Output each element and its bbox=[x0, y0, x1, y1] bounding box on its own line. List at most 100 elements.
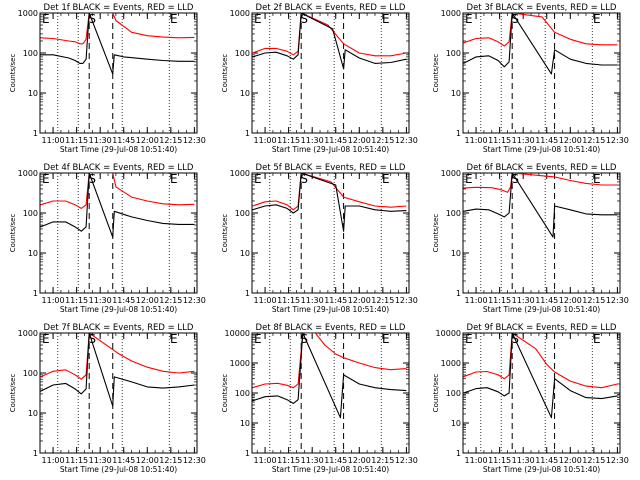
x-tick-label: 11:30 bbox=[512, 136, 535, 145]
x-tick-label: 11:00 bbox=[465, 136, 488, 145]
x-tick-label: 12:30 bbox=[183, 456, 206, 465]
interval-marker-e: E bbox=[254, 332, 262, 346]
x-tick-label: 11:15 bbox=[277, 296, 300, 305]
y-tick-label: 1000 bbox=[230, 169, 250, 178]
x-tick-label: 11:45 bbox=[535, 296, 558, 305]
panel-det-8: Det 8f BLACK = Events, RED = LLD 1 10 100 10… bbox=[221, 323, 418, 474]
interval-marker-e: E bbox=[382, 12, 390, 26]
lld-series-line bbox=[40, 173, 195, 209]
y-tick-label: 1 bbox=[33, 129, 38, 138]
x-tick-label: 11:30 bbox=[301, 456, 324, 465]
x-tick-label: 12:15 bbox=[159, 136, 182, 145]
x-tick-label: 12:30 bbox=[606, 296, 629, 305]
events-series-line bbox=[463, 13, 618, 75]
panel-title: Det 6f BLACK = Events, RED = LLD bbox=[467, 163, 617, 173]
x-tick-label: 12:00 bbox=[348, 296, 371, 305]
x-tick-label: 11:45 bbox=[324, 136, 347, 145]
x-tick-label: 12:15 bbox=[371, 296, 394, 305]
x-tick-label: 11:15 bbox=[65, 296, 88, 305]
x-tick-label: 11:15 bbox=[65, 456, 88, 465]
events-series-line bbox=[40, 333, 195, 407]
y-tick-label: 1000 bbox=[18, 9, 38, 18]
events-series-line bbox=[463, 333, 618, 419]
y-tick-label: 100 bbox=[446, 209, 461, 218]
x-tick-label: 11:30 bbox=[89, 296, 112, 305]
interval-marker-e: E bbox=[42, 12, 50, 26]
x-tick-label: 11:00 bbox=[42, 136, 65, 145]
y-axis-label: Counts/sec bbox=[221, 54, 229, 93]
x-tick-label: 12:15 bbox=[159, 456, 182, 465]
y-tick-label: 1000 bbox=[18, 169, 38, 178]
x-axis-label: Start Time (29-Jul-08 10:51:40) bbox=[483, 465, 600, 474]
x-tick-label: 11:45 bbox=[112, 296, 135, 305]
y-axis-label: Counts/sec bbox=[221, 214, 229, 253]
x-tick-label: 11:00 bbox=[465, 456, 488, 465]
y-tick-label: 10 bbox=[28, 89, 38, 98]
y-tick-label: 10 bbox=[451, 249, 461, 258]
interval-marker-e: E bbox=[254, 12, 262, 26]
y-tick-label: 1 bbox=[456, 449, 461, 458]
panel-det-5: Det 5f BLACK = Events, RED = LLD 1 10 100 10… bbox=[221, 163, 418, 314]
x-tick-label: 12:00 bbox=[136, 456, 159, 465]
x-tick-label: 11:45 bbox=[112, 456, 135, 465]
y-axis-label: Counts/sec bbox=[9, 374, 17, 413]
events-series-line bbox=[252, 333, 407, 419]
interval-marker-e: E bbox=[42, 172, 50, 186]
x-tick-label: 11:00 bbox=[254, 456, 277, 465]
panel-title: Det 8f BLACK = Events, RED = LLD bbox=[256, 323, 406, 333]
interval-marker-e: E bbox=[254, 172, 262, 186]
interval-marker-s: S bbox=[511, 12, 519, 26]
x-tick-label: 11:30 bbox=[301, 296, 324, 305]
lld-series-line bbox=[40, 13, 195, 45]
y-tick-label: 10 bbox=[28, 409, 38, 418]
interval-marker-e: E bbox=[593, 172, 601, 186]
x-tick-label: 11:30 bbox=[89, 456, 112, 465]
y-tick-label: 1 bbox=[456, 289, 461, 298]
x-tick-label: 11:15 bbox=[488, 296, 511, 305]
x-tick-label: 12:15 bbox=[371, 136, 394, 145]
y-tick-label: 1000 bbox=[230, 9, 250, 18]
y-tick-label: 100 bbox=[446, 49, 461, 58]
y-tick-label: 10 bbox=[451, 419, 461, 428]
y-tick-label: 1 bbox=[245, 289, 250, 298]
x-tick-label: 11:15 bbox=[277, 136, 300, 145]
x-tick-label: 12:30 bbox=[395, 456, 418, 465]
x-tick-label: 11:30 bbox=[301, 136, 324, 145]
y-tick-label: 1000 bbox=[230, 359, 250, 368]
y-tick-label: 100 bbox=[23, 369, 38, 378]
x-tick-label: 12:00 bbox=[136, 296, 159, 305]
x-tick-label: 12:30 bbox=[183, 136, 206, 145]
interval-marker-e: E bbox=[170, 172, 178, 186]
panel-title: Det 5f BLACK = Events, RED = LLD bbox=[256, 163, 406, 173]
panel-det-9: Det 9f BLACK = Events, RED = LLD 1 10 100 10… bbox=[432, 323, 629, 474]
y-tick-label: 100 bbox=[446, 389, 461, 398]
x-axis-label: Start Time (29-Jul-08 10:51:40) bbox=[60, 145, 177, 154]
x-tick-label: 12:00 bbox=[559, 456, 582, 465]
interval-marker-e: E bbox=[593, 332, 601, 346]
y-tick-label: 10 bbox=[28, 249, 38, 258]
x-tick-label: 11:45 bbox=[535, 136, 558, 145]
plot-frame bbox=[462, 12, 621, 134]
lld-series-line bbox=[252, 13, 407, 57]
x-tick-label: 11:30 bbox=[512, 456, 535, 465]
interval-marker-e: E bbox=[382, 332, 390, 346]
y-tick-label: 1000 bbox=[18, 329, 38, 338]
plot-frame bbox=[251, 12, 410, 134]
x-axis-label: Start Time (29-Jul-08 10:51:40) bbox=[272, 145, 389, 154]
panel-title: Det 3f BLACK = Events, RED = LLD bbox=[467, 3, 617, 13]
interval-marker-s: S bbox=[511, 172, 519, 186]
y-tick-label: 1 bbox=[245, 449, 250, 458]
x-tick-label: 11:00 bbox=[254, 296, 277, 305]
interval-marker-s: S bbox=[88, 172, 96, 186]
x-tick-label: 12:00 bbox=[348, 456, 371, 465]
interval-marker-s: S bbox=[300, 172, 308, 186]
x-tick-label: 12:30 bbox=[395, 296, 418, 305]
x-tick-label: 11:45 bbox=[112, 136, 135, 145]
x-axis-label: Start Time (29-Jul-08 10:51:40) bbox=[272, 305, 389, 314]
x-tick-label: 12:30 bbox=[183, 296, 206, 305]
x-tick-label: 11:30 bbox=[89, 136, 112, 145]
x-tick-label: 12:00 bbox=[348, 136, 371, 145]
panel-title: Det 1f BLACK = Events, RED = LLD bbox=[44, 3, 194, 13]
y-tick-label: 100 bbox=[23, 49, 38, 58]
y-tick-label: 10 bbox=[240, 89, 250, 98]
